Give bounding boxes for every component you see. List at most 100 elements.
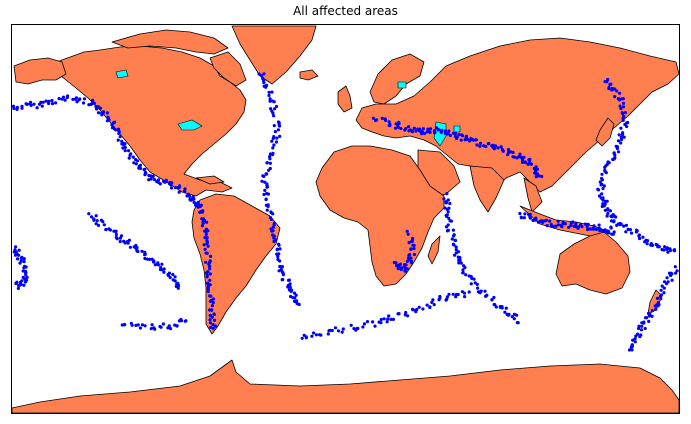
earthquake-marker — [386, 317, 390, 321]
earthquake-marker — [475, 282, 479, 286]
earthquake-marker — [212, 318, 217, 322]
earthquake-marker — [448, 133, 453, 138]
earthquake-marker — [209, 294, 213, 298]
earthquake-marker — [515, 321, 520, 325]
earthquake-marker — [210, 308, 214, 312]
earthquake-marker — [432, 131, 437, 135]
earthquake-marker — [327, 329, 331, 333]
earthquake-marker — [330, 328, 334, 333]
earthquake-marker — [208, 264, 212, 268]
earthquake-marker — [101, 220, 105, 224]
earthquake-marker — [617, 133, 621, 137]
earthquake-marker — [114, 232, 118, 237]
earthquake-marker — [201, 217, 206, 221]
earthquake-marker — [444, 200, 448, 204]
earthquake-marker — [453, 238, 457, 242]
earthquake-marker — [436, 128, 440, 132]
earthquake-marker — [612, 151, 616, 155]
earthquake-marker — [140, 323, 144, 327]
earthquake-marker — [485, 293, 489, 297]
earthquake-marker — [405, 259, 409, 263]
earthquake-marker — [446, 228, 450, 232]
earthquake-marker — [425, 303, 429, 307]
earthquake-marker — [428, 305, 432, 309]
earthquake-marker — [621, 111, 625, 116]
earthquake-marker — [463, 295, 467, 299]
earthquake-marker — [475, 143, 479, 147]
earthquake-marker — [148, 257, 152, 261]
earthquake-marker — [646, 311, 651, 315]
earthquake-marker — [164, 180, 168, 184]
earthquake-marker — [405, 229, 409, 233]
earthquake-marker — [134, 162, 138, 166]
landmass-eurasia — [355, 37, 680, 193]
earthquake-marker — [90, 215, 94, 219]
earthquake-marker — [205, 220, 209, 224]
earthquake-marker — [204, 271, 209, 275]
earthquake-marker — [118, 236, 122, 240]
earthquake-marker — [123, 323, 127, 327]
earthquake-marker — [505, 312, 509, 316]
earthquake-marker — [96, 223, 101, 227]
earthquake-marker — [440, 128, 444, 132]
earthquake-marker — [341, 327, 345, 331]
earthquake-marker — [397, 312, 401, 316]
earthquake-marker — [666, 250, 670, 254]
earthquake-marker — [213, 324, 218, 328]
earthquake-marker — [603, 165, 607, 169]
earthquake-marker — [270, 139, 274, 143]
earthquake-marker — [626, 120, 630, 125]
earthquake-marker — [556, 219, 560, 223]
earthquake-marker — [631, 338, 635, 342]
map-title: All affected areas — [293, 4, 398, 18]
earthquake-marker — [291, 296, 295, 300]
earthquake-marker — [577, 225, 581, 229]
earthquake-marker — [483, 289, 487, 293]
earthquake-marker — [149, 327, 153, 331]
earthquake-marker — [493, 303, 497, 307]
earthquake-marker — [464, 273, 468, 277]
earthquake-marker — [443, 129, 447, 133]
earthquake-marker — [168, 327, 173, 331]
earthquake-marker — [639, 328, 644, 332]
earthquake-marker — [399, 126, 403, 131]
earthquake-marker — [267, 93, 271, 98]
earthquake-marker — [171, 272, 175, 277]
earthquake-marker — [122, 143, 126, 147]
earthquake-marker — [600, 192, 604, 196]
earthquake-marker — [460, 133, 464, 137]
earthquake-marker — [387, 120, 391, 124]
earthquake-marker — [403, 269, 407, 273]
earthquake-marker — [202, 243, 206, 247]
earthquake-marker — [624, 230, 628, 234]
earthquake-marker — [209, 298, 213, 303]
earthquake-marker — [101, 111, 105, 115]
earthquake-marker — [63, 98, 67, 102]
earthquake-marker — [158, 324, 162, 329]
earthquake-marker — [22, 266, 26, 270]
earthquake-marker — [420, 130, 425, 134]
earthquake-marker — [196, 202, 200, 206]
landmass-caribbean — [195, 175, 225, 185]
earthquake-marker — [257, 72, 261, 76]
earthquake-marker — [274, 104, 279, 109]
earthquake-marker — [32, 102, 36, 106]
earthquake-marker — [131, 155, 135, 159]
earthquake-marker — [627, 348, 632, 352]
earthquake-marker — [445, 297, 449, 301]
earthquake-marker — [277, 124, 282, 128]
earthquake-marker — [614, 215, 618, 219]
landmass-great-britain — [337, 85, 353, 113]
earthquake-marker — [426, 127, 430, 131]
earthquake-marker — [272, 236, 276, 240]
earthquake-marker — [118, 239, 122, 244]
earthquake-marker — [23, 269, 28, 273]
earthquake-marker — [603, 208, 607, 212]
earthquake-marker — [107, 227, 111, 231]
earthquake-marker — [209, 254, 213, 258]
earthquake-marker — [143, 250, 147, 254]
earthquake-marker — [208, 272, 212, 276]
earthquake-marker — [151, 174, 155, 178]
earthquake-marker — [456, 255, 460, 259]
